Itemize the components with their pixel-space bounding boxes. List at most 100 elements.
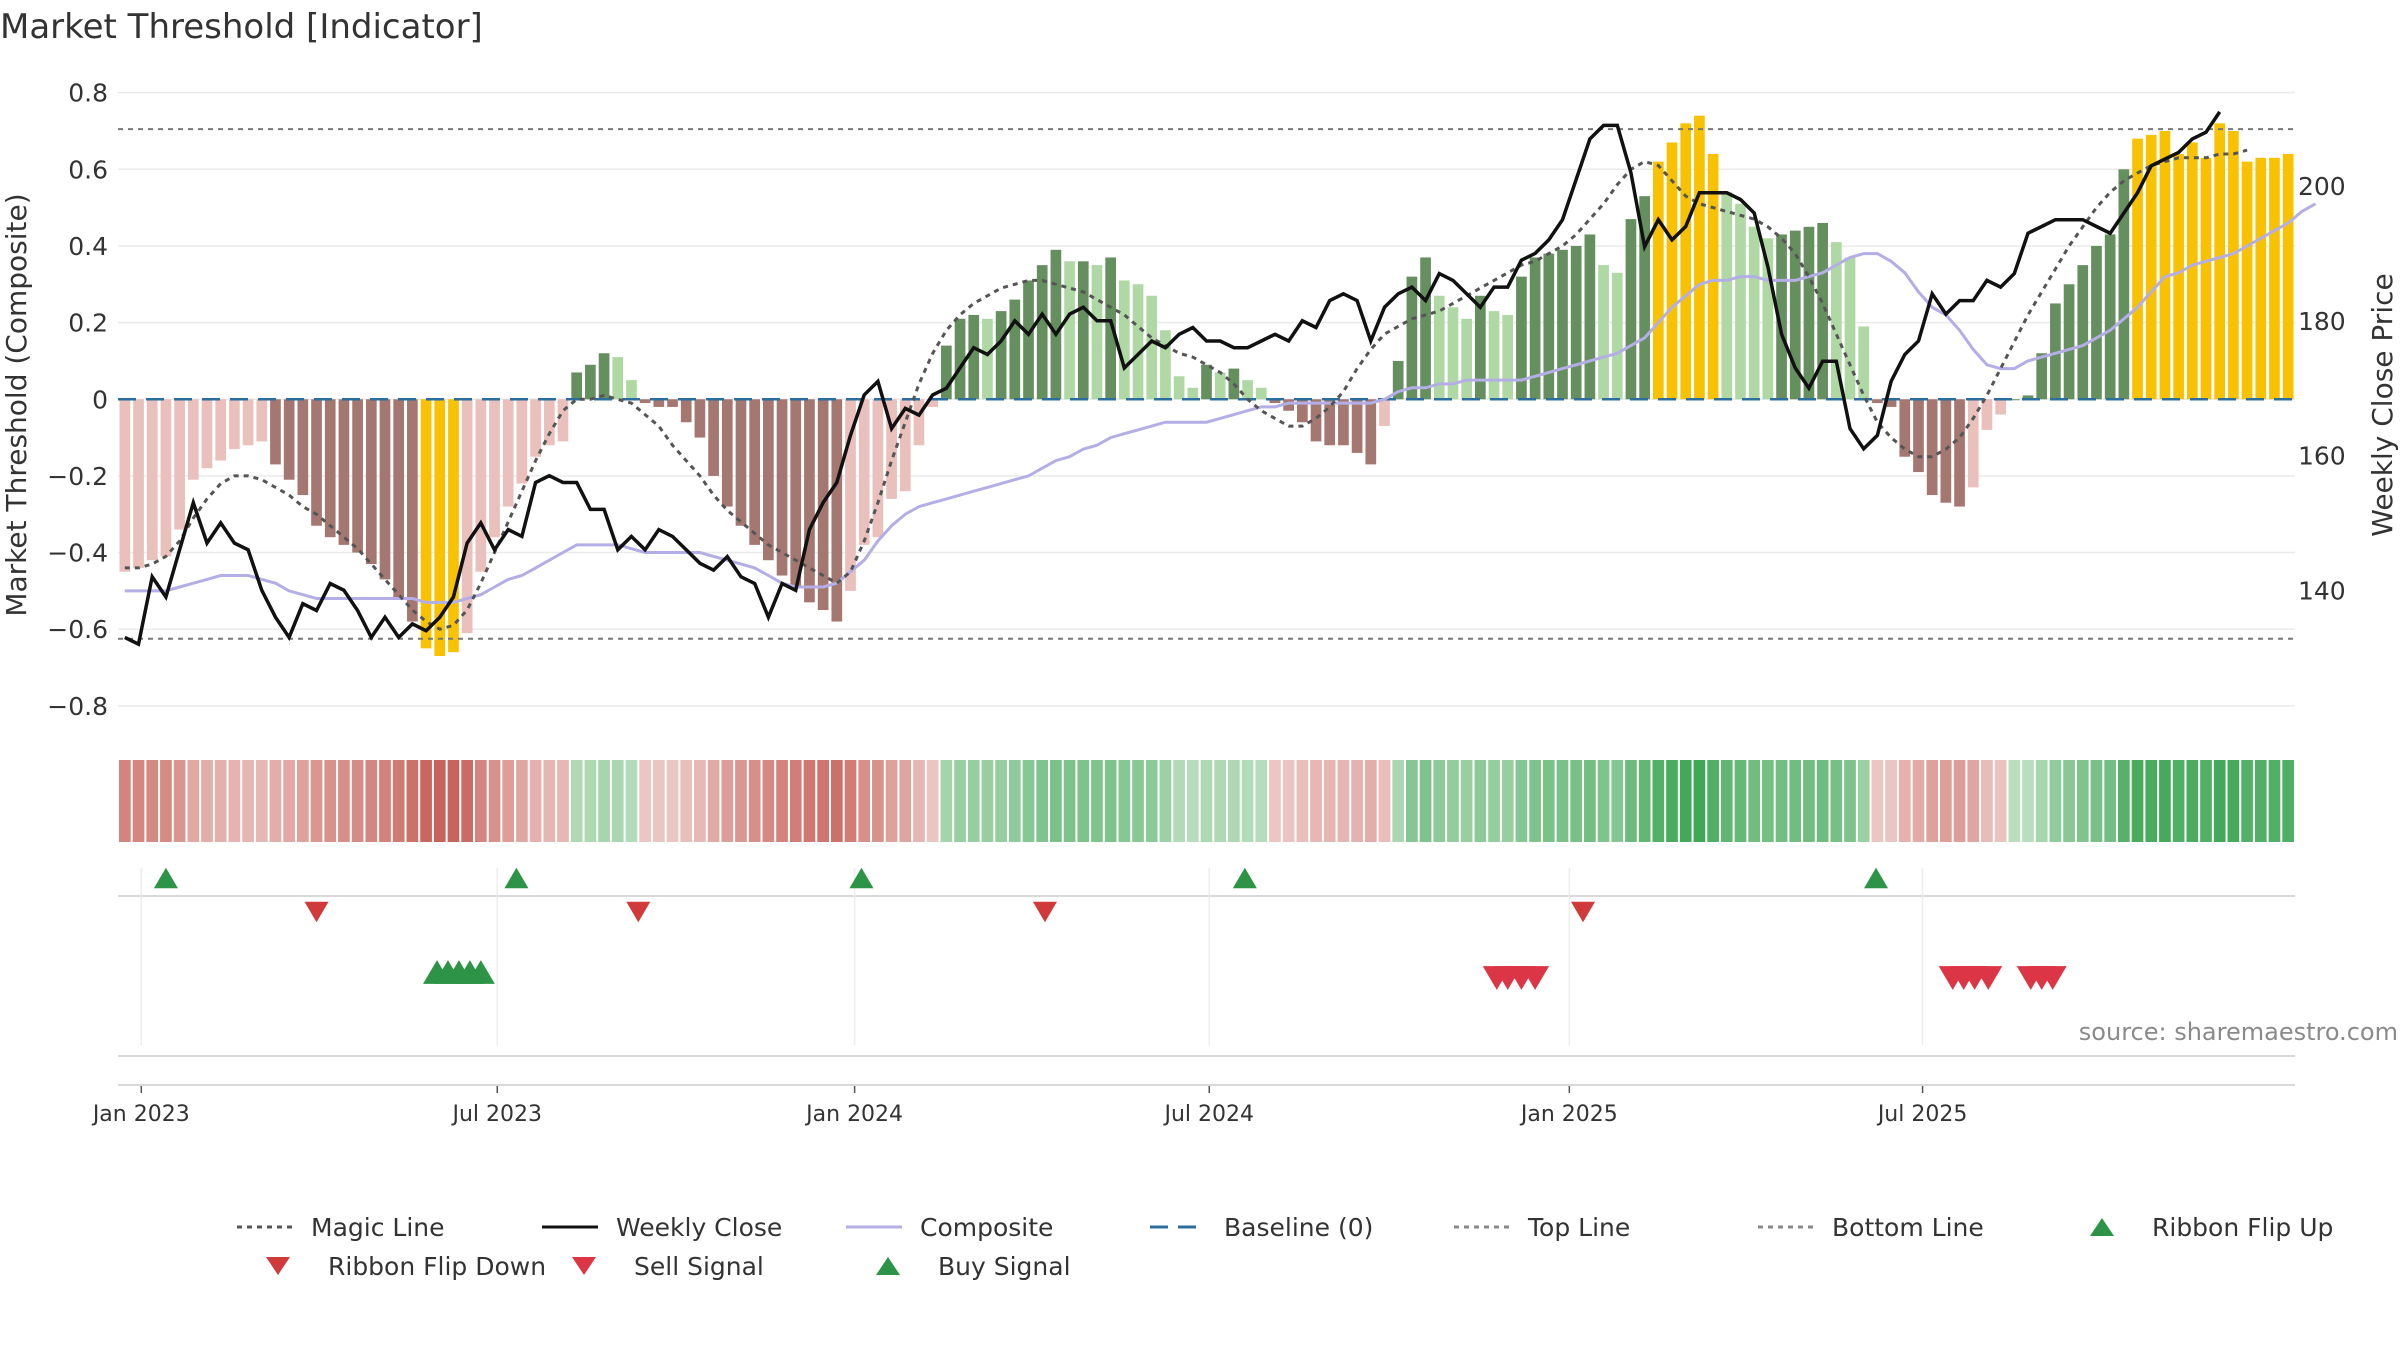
composite-bar (2173, 153, 2184, 400)
ribbon-cell (1597, 760, 1610, 842)
ribbon-cell (803, 760, 816, 842)
ribbon-cell (639, 760, 651, 842)
y2-tick-label: 160 (2298, 442, 2346, 471)
composite-bar (735, 399, 747, 526)
composite-bar (790, 399, 802, 588)
ribbon-cell (694, 760, 706, 842)
composite-bar (1023, 280, 1034, 400)
composite-bar (1201, 364, 1212, 400)
ribbon-cell (1091, 760, 1103, 842)
ribbon-cell (872, 760, 884, 842)
composite-bar (1967, 399, 1979, 488)
legend-swatch (2090, 1218, 2114, 1236)
composite-bar (1694, 115, 1705, 400)
ribbon-cell (406, 760, 419, 842)
ribbon-cell (611, 760, 624, 842)
ribbon-cell (1186, 760, 1199, 842)
ribbon-cell (1145, 760, 1158, 842)
composite-bar (831, 399, 843, 622)
ribbon-cell (954, 760, 966, 842)
composite-bar (1064, 261, 1075, 400)
composite-bar (763, 399, 774, 561)
composite-bar (598, 353, 610, 400)
ribbon-cell (2145, 760, 2158, 842)
composite-bar (1830, 242, 1842, 400)
ribbon-cell (296, 760, 309, 842)
ribbon-cell (1584, 760, 1596, 842)
composite-bar (1420, 257, 1431, 400)
composite-bar (146, 399, 158, 561)
ribbon-cell (160, 760, 172, 842)
ribbon-cell (1132, 760, 1144, 842)
ribbon-cell (2227, 760, 2240, 842)
ribbon-cell (502, 760, 515, 842)
composite-bar (1529, 257, 1541, 400)
composite-bar (2132, 138, 2143, 400)
composite-bar (612, 357, 624, 400)
composite-bar (1611, 272, 1623, 400)
composite-bar (489, 399, 500, 538)
ribbon-cell (1556, 760, 1569, 842)
ribbon-cell (1488, 760, 1500, 842)
composite-bar (2159, 130, 2171, 400)
ribbon-cell (1310, 760, 1322, 842)
ribbon-cell (776, 760, 788, 842)
ribbon-cell (173, 760, 186, 842)
composite-bar (1926, 399, 1938, 496)
composite-bar (1776, 234, 1787, 400)
composite-bar (283, 399, 295, 480)
ribbon-cell (625, 760, 638, 842)
composite-bar (434, 399, 446, 657)
composite-bar (1365, 399, 1377, 465)
composite-bar (1885, 399, 1897, 407)
y-tick-label: −0.6 (47, 615, 108, 644)
ribbon-cell (2118, 760, 2130, 842)
ribbon-cell (1460, 760, 1473, 842)
composite-bar (1338, 399, 1349, 446)
composite-bar (1242, 380, 1253, 400)
y-axis-label: Market Threshold (Composite) (0, 193, 33, 616)
ribbon-cell (1652, 760, 1665, 842)
composite-bar (201, 399, 213, 469)
composite-bar (461, 399, 473, 634)
composite-bar (1447, 307, 1459, 400)
legend-label: Weekly Close (616, 1213, 782, 1242)
ribbon-cell (1720, 760, 1733, 842)
composite-bar (557, 399, 569, 442)
composite-bar (1009, 299, 1021, 400)
ribbon-cell (283, 760, 295, 842)
ribbon-cell (1419, 760, 1432, 842)
legend-label: Top Line (1527, 1213, 1630, 1242)
composite-bar (1146, 295, 1158, 400)
ribbon-cell (2063, 760, 2075, 842)
composite-bar (256, 399, 268, 442)
legend-label: Baseline (0) (1224, 1213, 1373, 1242)
legend-label: Sell Signal (634, 1252, 764, 1281)
composite-bars (119, 115, 2294, 657)
composite-bar (1488, 311, 1500, 400)
composite-bar (1091, 265, 1103, 400)
composite-bar (365, 399, 377, 565)
ribbon-cell (461, 760, 473, 842)
y2-axis-label: Weekly Close Price (2366, 273, 2399, 536)
ribbon-cell (2104, 760, 2117, 842)
composite-bar (1502, 314, 1514, 400)
composite-bar (1119, 280, 1130, 400)
composite-bar (530, 399, 541, 457)
ribbon-cell (1570, 760, 1583, 842)
composite-bar (2022, 395, 2034, 400)
composite-bar (1899, 399, 1911, 457)
ribbon-cell (2213, 760, 2226, 842)
composite-bar (653, 399, 665, 407)
composite-bar (913, 399, 925, 446)
y-tick-label: 0.4 (68, 232, 108, 261)
ribbon-cell (1940, 760, 1952, 842)
ribbon-cell (1351, 760, 1363, 842)
ribbon-cell (1529, 760, 1541, 842)
ribbon-cell (2008, 760, 2021, 842)
composite-bar (2186, 142, 2198, 400)
composite-bar (2241, 161, 2253, 400)
composite-bar (119, 399, 131, 572)
y-tick-label: −0.4 (47, 539, 108, 568)
composite-bar (187, 399, 199, 480)
